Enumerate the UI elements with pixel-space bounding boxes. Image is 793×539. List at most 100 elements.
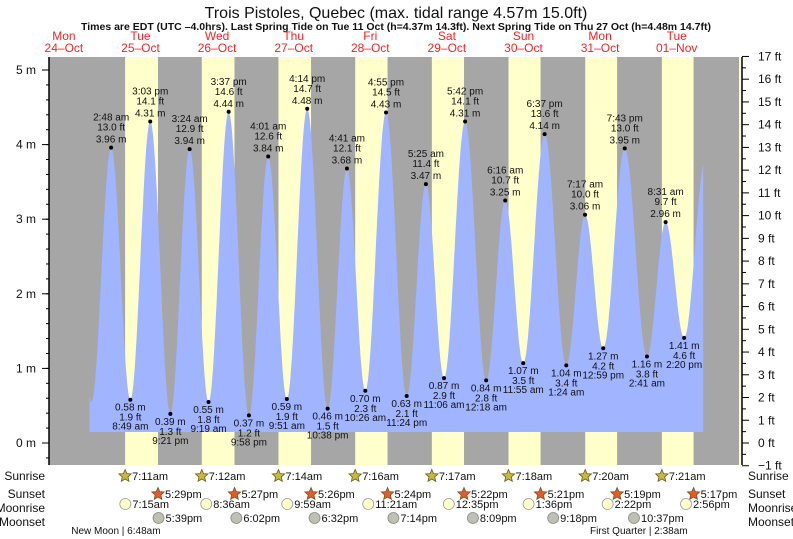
low-tide-point — [484, 378, 489, 383]
high-tide-point — [663, 220, 668, 225]
sunrise-time: 7:21am — [669, 471, 706, 483]
sunset-star-icon — [609, 486, 625, 501]
low-tide-point — [521, 361, 526, 366]
day-label-dow: Mon — [52, 29, 75, 43]
right-axis-label: 17 ft — [758, 49, 782, 63]
sunset-star-icon — [686, 486, 701, 501]
low-tide-point — [363, 388, 368, 393]
day-label-dow: Tue — [667, 29, 688, 43]
tide-time-label: 7:17 am — [567, 180, 603, 191]
tide-ft-label: 14.1 ft — [136, 96, 164, 107]
tide-time-label: 7:43 pm — [607, 113, 643, 124]
sunset-row-label: Sunset — [748, 487, 786, 501]
sunrise-time: 7:20am — [592, 471, 629, 483]
day-label-date: 01–Nov — [656, 41, 697, 55]
right-axis-label: 13 ft — [758, 140, 782, 154]
sunrise-star-icon — [654, 468, 669, 483]
tide-time-label: 2:48 am — [93, 113, 129, 124]
day-label-dow: Thu — [283, 29, 304, 43]
sunset-time: 5:22pm — [471, 489, 508, 501]
tide-time-label: 9:19 am — [190, 424, 226, 435]
high-tide-point — [266, 154, 271, 159]
day-label-dow: Mon — [588, 29, 611, 43]
sunrise-row-label: Sunrise — [748, 469, 789, 483]
moonrise-row-label: Moonrise — [748, 501, 793, 515]
moonrise-icon — [200, 498, 213, 510]
day-label-date: 29–Oct — [428, 41, 467, 55]
tide-time-label: 3:24 am — [172, 114, 208, 125]
axes: Mon24–OctTue25–OctWed26–OctThu27–OctFri2… — [16, 29, 782, 473]
left-axis-label: 4 m — [16, 138, 36, 152]
chart-title: Trois Pistoles, Quebec (max. tidal range… — [205, 5, 588, 22]
tide-m-label: 4.44 m — [213, 99, 244, 110]
sunrise-star-icon — [501, 468, 516, 483]
tide-ft-label: 11.4 ft — [412, 159, 439, 170]
high-tide-point — [423, 182, 428, 187]
right-axis-label: 10 ft — [758, 209, 782, 223]
tide-time-label: 1:24 am — [548, 387, 584, 398]
moonrise-icon — [442, 498, 455, 510]
low-tide-point — [564, 363, 569, 368]
sunrise-time: 7:12am — [209, 471, 246, 483]
high-tide-point — [187, 147, 192, 152]
sunset-time: 5:26pm — [318, 489, 355, 501]
tide-ft-label: 1.8 ft — [197, 415, 219, 426]
moonset-icon — [628, 512, 640, 524]
left-axis-label: 1 m — [16, 361, 36, 375]
tide-ft-label: 1.9 ft — [276, 412, 298, 423]
day-label-date: 28–Oct — [351, 41, 390, 55]
tide-ft-label: 1.9 ft — [119, 413, 141, 424]
tide-ft-label: 12.6 ft — [254, 132, 282, 143]
day-label-date: 31–Oct — [581, 41, 620, 55]
left-axis-label: 0 m — [16, 436, 36, 450]
sunrise-star-icon — [117, 468, 133, 483]
moonrise-time: 2:56pm — [693, 499, 730, 511]
sunrise-time: 7:11am — [132, 471, 168, 483]
tide-m-label: 0.46 m — [312, 412, 343, 423]
tide-time-label: 10:38 pm — [307, 431, 349, 442]
low-tide-point — [284, 396, 289, 401]
low-tide-point — [168, 411, 173, 416]
right-axis-label: 5 ft — [758, 322, 775, 336]
high-tide-point — [344, 166, 349, 171]
tide-time-label: 4:01 am — [250, 122, 286, 133]
sunset-star-icon — [150, 486, 166, 501]
right-axis-label: 2 ft — [758, 391, 775, 405]
moonset-icon — [230, 512, 243, 524]
chart-subtitle: Times are EDT (UTC –4.0hrs). Last Spring… — [81, 21, 711, 33]
tide-area — [89, 108, 704, 433]
moonrise-time: 1:36pm — [536, 499, 573, 511]
day-label-date: 27–Oct — [274, 41, 313, 55]
tide-m-label: 0.84 m — [471, 383, 502, 394]
tide-m-label: 3.68 m — [332, 155, 363, 166]
moonset-icon — [387, 512, 400, 524]
right-axis-label: 15 ft — [758, 95, 782, 109]
tide-m-label: 3.25 m — [490, 188, 521, 199]
low-tide-point — [128, 397, 133, 402]
moonset-time: 6:32pm — [322, 513, 359, 525]
right-axis-label: 9 ft — [758, 231, 775, 245]
tide-m-label: 1.41 m — [669, 341, 700, 352]
day-label-dow: Fri — [363, 29, 377, 43]
tide-ft-label: 13.0 ft — [611, 123, 639, 134]
moonset-icon — [308, 512, 321, 524]
tide-time-label: 11:24 pm — [386, 418, 427, 429]
moonrise-icon — [680, 498, 692, 510]
right-axis-label: 14 ft — [758, 118, 782, 132]
tide-time-label: 9:58 pm — [231, 437, 267, 448]
tide-time-label: 4:55 pm — [368, 78, 404, 89]
high-tide-point — [622, 146, 627, 151]
sunset-row-label: Sunset — [8, 487, 46, 501]
moonrise-time: 2:22pm — [615, 499, 652, 511]
tide-time-label: 12:59 pm — [582, 370, 624, 381]
low-tide-point — [644, 354, 649, 359]
tide-ft-label: 3.8 ft — [636, 369, 658, 380]
tide-m-label: 0.63 m — [391, 399, 422, 410]
sunset-star-icon — [533, 486, 548, 501]
tide-time-label: 6:37 pm — [527, 99, 563, 110]
sunset-star-icon — [456, 486, 472, 501]
tide-m-label: 0.39 m — [155, 417, 186, 428]
low-tide-point — [601, 346, 606, 351]
